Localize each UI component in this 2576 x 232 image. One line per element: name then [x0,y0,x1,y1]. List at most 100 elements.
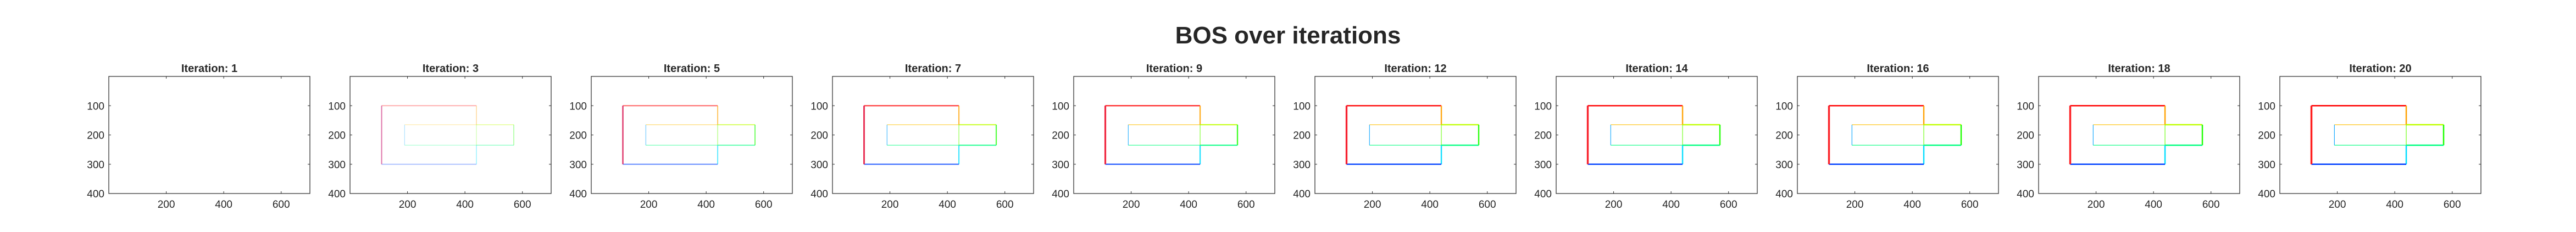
x-tick-label: 400 [939,199,956,211]
axes-box [1556,76,1758,194]
x-tick-label: 200 [2088,199,2105,211]
y-tick-label: 400 [569,189,587,200]
y-tick-label: 100 [87,101,104,112]
axes-box [108,76,310,194]
x-tick-label: 200 [1123,199,1140,211]
y-tick-label: 100 [328,101,346,112]
panel-title: Iteration: 18 [2108,63,2170,75]
panel-title: Iteration: 9 [1146,63,1202,75]
y-tick-label: 200 [569,130,587,142]
axes-box [1797,76,1999,194]
panel-1: Iteration: 1 200 400 600 100 200 300 400 [87,63,310,211]
panel-9: Iteration: 18 200 400 600 100 200 300 400 [2017,63,2240,211]
x-tick-label: 400 [215,199,232,211]
y-tick-label: 300 [1534,159,1552,171]
panel-4: Iteration: 7 200 400 600 100 200 300 400 [810,63,1034,211]
axes-box [2038,76,2240,194]
y-tick-label: 300 [2258,159,2275,171]
x-tick-label: 600 [1237,199,1255,211]
x-tick-label: 200 [881,199,899,211]
panel-title: Iteration: 16 [1867,63,1929,75]
y-tick-label: 400 [1775,189,1793,200]
axes-box [1314,76,1517,194]
axes-box [832,76,1034,194]
y-tick-label: 100 [1534,101,1552,112]
y-tick-label: 400 [328,189,346,200]
y-tick-label: 100 [2258,101,2275,112]
panel-5: Iteration: 9 200 400 600 100 200 300 400 [1052,63,1275,211]
y-tick-label: 400 [1293,189,1311,200]
x-tick-label: 600 [1720,199,1737,211]
figure-title: BOS over iterations [1175,22,1401,49]
y-tick-label: 100 [1052,101,1069,112]
panel-8: Iteration: 16 200 400 600 100 200 300 400 [1775,63,1999,211]
x-tick-label: 600 [2202,199,2220,211]
y-tick-label: 100 [2017,101,2034,112]
y-tick-label: 300 [1293,159,1311,171]
x-tick-label: 400 [456,199,474,211]
y-tick-label: 400 [2258,189,2275,200]
y-tick-label: 100 [1775,101,1793,112]
x-tick-label: 400 [1421,199,1439,211]
y-tick-label: 100 [1293,101,1311,112]
y-tick-label: 200 [2017,130,2034,142]
y-tick-label: 200 [810,130,828,142]
x-tick-label: 400 [2386,199,2403,211]
y-tick-label: 200 [2258,130,2275,142]
x-tick-label: 400 [697,199,715,211]
y-tick-label: 400 [2017,189,2034,200]
x-tick-label: 200 [1364,199,1381,211]
x-tick-label: 400 [1180,199,1197,211]
panel-title: Iteration: 20 [2349,63,2411,75]
y-tick-label: 300 [2017,159,2034,171]
y-tick-label: 300 [1052,159,1069,171]
panel-3: Iteration: 5 200 400 600 100 200 300 400 [569,63,793,211]
x-tick-label: 200 [399,199,417,211]
panel-title: Iteration: 14 [1625,63,1688,75]
axes-box [591,76,793,194]
axes-box [2279,76,2481,194]
y-tick-label: 300 [569,159,587,171]
x-tick-label: 600 [2444,199,2461,211]
y-tick-label: 300 [87,159,104,171]
panel-10: Iteration: 20 200 400 600 100 200 300 400 [2258,63,2481,211]
y-tick-label: 200 [1293,130,1311,142]
x-tick-label: 200 [640,199,658,211]
y-tick-label: 300 [810,159,828,171]
panel-title: Iteration: 7 [905,63,961,75]
axes-box [349,76,552,194]
x-tick-label: 600 [755,199,773,211]
y-tick-label: 200 [1775,130,1793,142]
axes-box [1073,76,1275,194]
y-tick-label: 100 [569,101,587,112]
x-tick-label: 200 [158,199,175,211]
y-tick-label: 200 [87,130,104,142]
y-tick-label: 300 [1775,159,1793,171]
y-tick-label: 400 [810,189,828,200]
panel-title: Iteration: 5 [664,63,720,75]
x-tick-label: 600 [1961,199,1979,211]
x-tick-label: 200 [1605,199,1623,211]
x-tick-label: 600 [514,199,531,211]
x-tick-label: 400 [1662,199,1680,211]
y-tick-label: 200 [328,130,346,142]
panel-title: Iteration: 3 [423,63,479,75]
x-tick-label: 400 [1903,199,1921,211]
panel-title: Iteration: 12 [1384,63,1446,75]
x-tick-label: 600 [1479,199,1496,211]
x-tick-label: 600 [273,199,290,211]
panel-title: Iteration: 1 [181,63,237,75]
y-tick-label: 200 [1052,130,1069,142]
y-tick-label: 400 [1052,189,1069,200]
y-tick-label: 200 [1534,130,1552,142]
x-tick-label: 400 [2145,199,2162,211]
panel-6: Iteration: 12 200 400 600 100 200 300 400 [1293,63,1517,211]
y-tick-label: 300 [328,159,346,171]
y-tick-label: 400 [1534,189,1552,200]
panel-7: Iteration: 14 200 400 600 100 200 300 400 [1534,63,1758,211]
x-tick-label: 200 [1846,199,1864,211]
x-tick-label: 200 [2329,199,2346,211]
y-tick-label: 100 [810,101,828,112]
panel-2: Iteration: 3 200 400 600 100 200 300 400 [328,63,552,211]
